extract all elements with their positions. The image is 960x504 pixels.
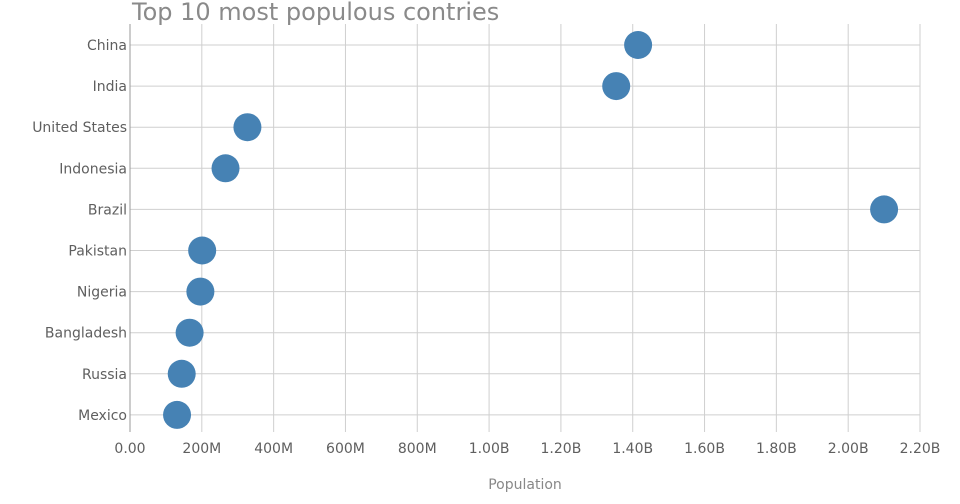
- x-tick-label: 2.20B: [900, 441, 941, 457]
- data-point: Russia: [167, 359, 196, 388]
- data-point: Brazil: [870, 195, 899, 224]
- data-point: Nigeria: [186, 277, 215, 306]
- x-axis-label: Population: [488, 477, 562, 493]
- y-tick-label: United States: [32, 120, 127, 136]
- grid-lines: [130, 24, 921, 432]
- data-point: India: [602, 72, 631, 101]
- data-point: Mexico: [163, 400, 192, 429]
- y-tick-label: Bangladesh: [45, 326, 127, 342]
- x-tick-label: 1.80B: [756, 441, 797, 457]
- x-tick-label: 2.00B: [828, 441, 869, 457]
- x-tick-label: 800M: [398, 441, 437, 457]
- data-point: Indonesia: [211, 154, 240, 183]
- chart-title: Top 10 most populous contries: [131, 0, 499, 26]
- y-tick-label: Pakistan: [68, 244, 127, 260]
- data-points: China India United States Indonesia Brazil Pa…: [163, 31, 899, 429]
- y-tick-label: Brazil: [88, 202, 127, 218]
- x-tick-labels: 0.00 200M 400M 600M 800M 1.00B 1.20B 1.40B 1.60B…: [114, 441, 940, 457]
- y-tick-label: Mexico: [78, 408, 127, 424]
- y-tick-label: Indonesia: [59, 161, 127, 177]
- x-tick-label: 200M: [182, 441, 221, 457]
- x-tick-label: 0.00: [114, 441, 145, 457]
- x-tick-label: 1.60B: [684, 441, 725, 457]
- data-point: Pakistan: [188, 236, 217, 265]
- y-tick-label: Nigeria: [77, 285, 127, 301]
- data-point: China: [624, 31, 653, 59]
- data-point: Bangladesh: [175, 318, 204, 347]
- x-tick-label: 1.40B: [612, 441, 653, 457]
- x-tick-label: 400M: [254, 441, 293, 457]
- x-tick-label: 1.00B: [469, 441, 510, 457]
- x-tick-label: 1.20B: [541, 441, 582, 457]
- y-tick-label: Russia: [82, 367, 127, 383]
- x-tick-label: 600M: [326, 441, 365, 457]
- data-point: United States: [233, 113, 262, 142]
- y-tick-labels: China India United States Indonesia Brazil Pa…: [32, 38, 127, 424]
- y-tick-label: India: [93, 79, 127, 95]
- y-tick-label: China: [87, 38, 127, 54]
